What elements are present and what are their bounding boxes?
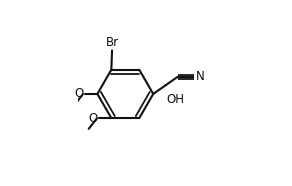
Text: N: N bbox=[195, 70, 204, 83]
Text: O: O bbox=[89, 112, 98, 125]
Text: O: O bbox=[75, 87, 84, 100]
Text: Br: Br bbox=[105, 36, 119, 49]
Text: OH: OH bbox=[166, 93, 184, 106]
